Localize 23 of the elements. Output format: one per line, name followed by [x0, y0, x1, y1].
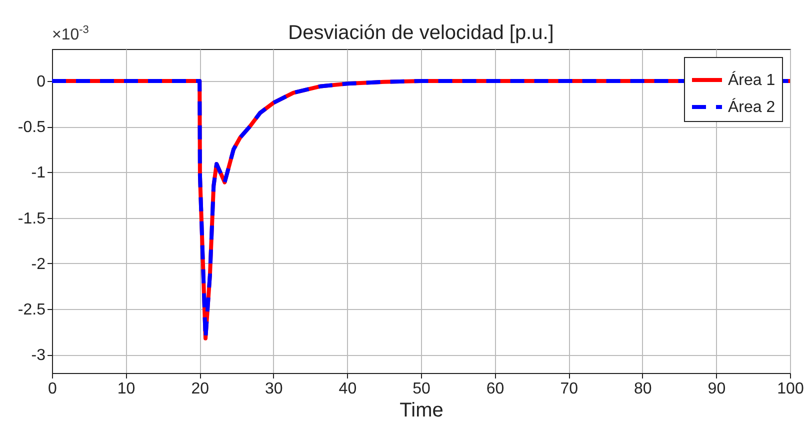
y-tick-label: -0.5 — [18, 119, 46, 136]
chart-title: Desviación de velocidad [p.u.] — [288, 22, 554, 44]
legend-label: Área 1 — [728, 71, 776, 89]
x-tick-label: 90 — [708, 380, 726, 398]
y-tick-label: -1 — [31, 164, 46, 182]
x-tick-label: 50 — [412, 380, 430, 398]
x-tick-label: 0 — [48, 380, 58, 398]
x-tick-label: 40 — [338, 380, 357, 398]
x-tick-label: 10 — [117, 380, 136, 398]
x-tick-label: 60 — [486, 380, 504, 398]
x-tick-label: 30 — [265, 380, 283, 398]
y-tick-label: -3 — [31, 347, 46, 364]
y-tick-label: 0 — [36, 73, 46, 90]
x-tick-label: 100 — [777, 380, 804, 398]
x-tick-label: 70 — [560, 380, 578, 398]
text: ×10$^{-3}$ — [52, 24, 89, 44]
legend-label: Área 2 — [728, 98, 776, 116]
x-axis-title: Time — [400, 400, 444, 422]
x-tick-label: 80 — [634, 380, 652, 398]
y-tick-label: -2.5 — [18, 302, 46, 319]
y-tick-label: -1.5 — [18, 210, 46, 228]
x-tick-label: 20 — [191, 380, 210, 398]
y-tick-label: -2 — [31, 256, 46, 273]
